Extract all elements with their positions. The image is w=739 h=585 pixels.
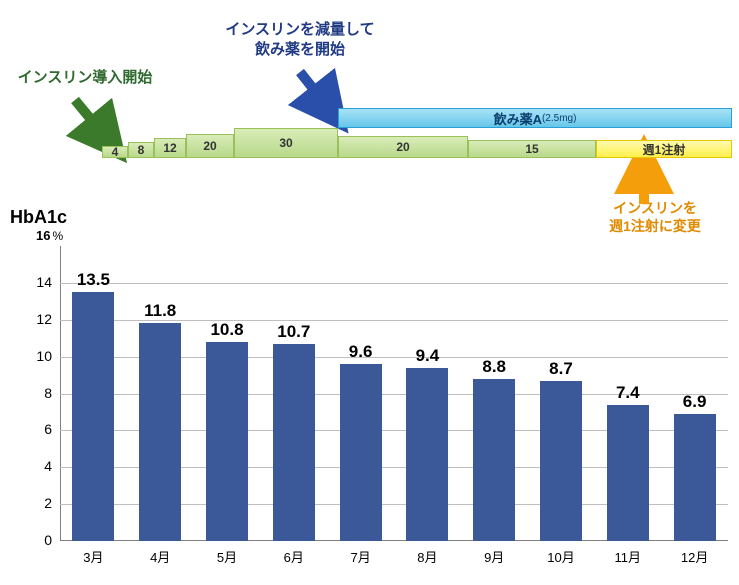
bar-value-label: 9.6 [331, 342, 391, 362]
chart-bar [206, 342, 248, 541]
chart-bar [473, 379, 515, 541]
y-tick-label: 14 [0, 274, 52, 290]
x-tick-label: 8月 [397, 547, 457, 566]
chart-bar [139, 323, 181, 541]
chart-bar [607, 405, 649, 541]
x-tick-label: 12月 [665, 547, 725, 566]
dose-timeline: 481220302015飲み薬A (2.5mg)週1注射 [0, 0, 739, 170]
chart-bar [273, 344, 315, 541]
x-tick-label: 6月 [264, 547, 324, 566]
y-tick-label: 4 [0, 458, 52, 474]
x-tick-label: 5月 [197, 547, 257, 566]
dose-segment: 20 [186, 134, 234, 158]
y-tick-label: 12 [0, 311, 52, 327]
bar-value-label: 11.8 [130, 301, 190, 321]
bar-value-label: 10.7 [264, 322, 324, 342]
bar-value-label: 7.4 [598, 383, 658, 403]
dose-segment: 20 [338, 136, 468, 158]
dose-segment: 4 [102, 146, 128, 158]
chart-title: HbA1c [10, 207, 67, 228]
bar-value-label: 8.8 [464, 357, 524, 377]
chart-bar [674, 414, 716, 541]
y-tick-label: 2 [0, 495, 52, 511]
y-tick-label: 8 [0, 385, 52, 401]
chart-bar [340, 364, 382, 541]
y-tick-label: 10 [0, 348, 52, 364]
bar-value-label: 9.4 [397, 346, 457, 366]
callout-weekly-injection: インスリンを週1注射に変更 [585, 199, 725, 235]
x-tick-label: 7月 [331, 547, 391, 566]
x-tick-label: 11月 [598, 547, 658, 566]
weekly-injection-bar: 週1注射 [596, 140, 732, 158]
x-tick-label: 10月 [531, 547, 591, 566]
y-tick-label: 6 [0, 421, 52, 437]
dose-segment: 8 [128, 142, 154, 158]
dose-segment: 30 [234, 128, 338, 158]
chart-bar [540, 381, 582, 541]
gridline [60, 283, 728, 284]
dose-segment: 12 [154, 138, 186, 158]
dose-segment: 15 [468, 140, 596, 158]
chart-bar [72, 292, 114, 541]
bar-value-label: 6.9 [665, 392, 725, 412]
x-tick-label: 9月 [464, 547, 524, 566]
chart-ymax-unit: 16% [36, 228, 63, 243]
chart-bar [406, 368, 448, 541]
bar-value-label: 13.5 [63, 270, 123, 290]
x-tick-label: 3月 [63, 547, 123, 566]
x-tick-label: 4月 [130, 547, 190, 566]
bar-value-label: 10.8 [197, 320, 257, 340]
y-tick-label: 0 [0, 532, 52, 548]
bar-value-label: 8.7 [531, 359, 591, 379]
medication-a-bar: 飲み薬A (2.5mg) [338, 108, 732, 128]
